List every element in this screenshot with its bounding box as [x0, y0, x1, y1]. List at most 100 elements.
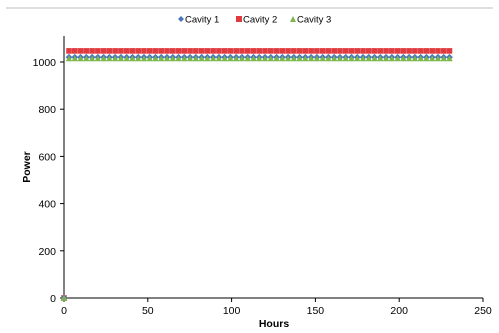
data-point — [417, 48, 424, 54]
data-point — [354, 55, 361, 62]
data-point — [65, 55, 73, 62]
data-point — [365, 55, 372, 62]
data-point — [405, 55, 413, 62]
data-point — [360, 48, 366, 54]
data-point — [434, 55, 442, 62]
data-point — [296, 55, 303, 62]
legend-item-cavity-3: Cavity 3 — [290, 15, 331, 26]
data-point — [146, 48, 153, 54]
data-point — [411, 55, 419, 62]
data-point — [302, 48, 309, 54]
x-tick-label: 0 — [61, 305, 67, 317]
data-point — [291, 48, 297, 54]
data-point — [129, 55, 136, 62]
data-point — [83, 48, 90, 54]
legend-marker-cavity-3 — [290, 16, 296, 22]
data-point — [152, 55, 159, 62]
legend-label-cavity-1: Cavity 1 — [185, 15, 219, 26]
data-point — [100, 55, 107, 62]
legend: Cavity 1 Cavity 2 Cavity 3 — [178, 15, 331, 26]
data-point — [400, 55, 407, 62]
data-point — [244, 48, 251, 54]
data-point — [428, 55, 436, 62]
data-point — [83, 55, 90, 62]
data-point — [129, 48, 136, 54]
x-tick-label: 250 — [474, 305, 492, 317]
data-point — [377, 55, 384, 62]
x-tick-label: 150 — [307, 305, 325, 317]
data-point — [106, 48, 113, 54]
data-point — [158, 48, 165, 54]
series-cavity-3 — [60, 55, 453, 301]
data-point — [71, 55, 78, 62]
data-point — [435, 48, 441, 54]
data-point — [135, 48, 142, 54]
data-point — [342, 55, 349, 62]
data-point — [123, 55, 130, 62]
data-point — [140, 55, 148, 62]
data-point — [429, 48, 435, 54]
y-tick-label: 400 — [38, 199, 56, 211]
series-cavity-2 — [61, 48, 453, 301]
data-point — [181, 55, 188, 62]
data-point — [186, 55, 194, 62]
data-point — [371, 48, 378, 54]
data-point — [267, 55, 274, 62]
data-point — [135, 55, 142, 62]
data-point — [382, 55, 390, 62]
data-point — [164, 48, 170, 54]
data-point — [290, 55, 298, 62]
data-point — [342, 48, 349, 54]
data-point — [302, 55, 309, 62]
data-point — [284, 55, 292, 62]
data-point — [221, 48, 228, 54]
data-point — [95, 48, 101, 54]
data-point — [394, 55, 401, 62]
data-point — [216, 48, 222, 54]
data-point — [307, 55, 315, 62]
data-point — [377, 48, 384, 54]
data-point — [267, 48, 274, 54]
data-point — [88, 55, 96, 62]
data-point — [233, 48, 239, 54]
x-tick-label: 200 — [390, 305, 408, 317]
data-point — [146, 55, 153, 62]
data-point — [100, 48, 107, 54]
data-point — [262, 48, 268, 54]
data-markers — [60, 48, 453, 302]
data-point — [406, 48, 412, 54]
data-point — [354, 48, 361, 54]
data-point — [296, 48, 303, 54]
data-point — [273, 48, 280, 54]
data-point — [117, 55, 125, 62]
legend-marker-cavity-1 — [178, 16, 184, 22]
data-point — [244, 55, 251, 62]
data-point — [123, 48, 130, 54]
x-tick-label: 50 — [142, 305, 154, 317]
data-point — [279, 55, 286, 62]
data-point — [210, 48, 216, 54]
y-tick-label: 600 — [38, 151, 56, 163]
y-tick-label: 800 — [38, 104, 56, 116]
data-point — [192, 55, 200, 62]
legend-item-cavity-2: Cavity 2 — [236, 15, 277, 26]
data-point — [106, 55, 113, 62]
data-point — [417, 55, 424, 62]
data-point — [313, 55, 321, 62]
data-point — [331, 48, 337, 54]
data-point — [261, 55, 269, 62]
y-tick-label: 1000 — [33, 57, 57, 69]
data-point — [71, 48, 78, 54]
x-tick-label: 100 — [223, 305, 241, 317]
data-point — [337, 48, 343, 54]
data-point — [169, 55, 176, 62]
data-point — [227, 55, 234, 62]
data-point — [175, 48, 182, 54]
data-point — [273, 55, 280, 62]
data-point — [336, 55, 344, 62]
data-point — [60, 295, 68, 301]
data-point — [169, 48, 176, 54]
data-point — [89, 48, 95, 54]
data-point — [181, 48, 188, 54]
